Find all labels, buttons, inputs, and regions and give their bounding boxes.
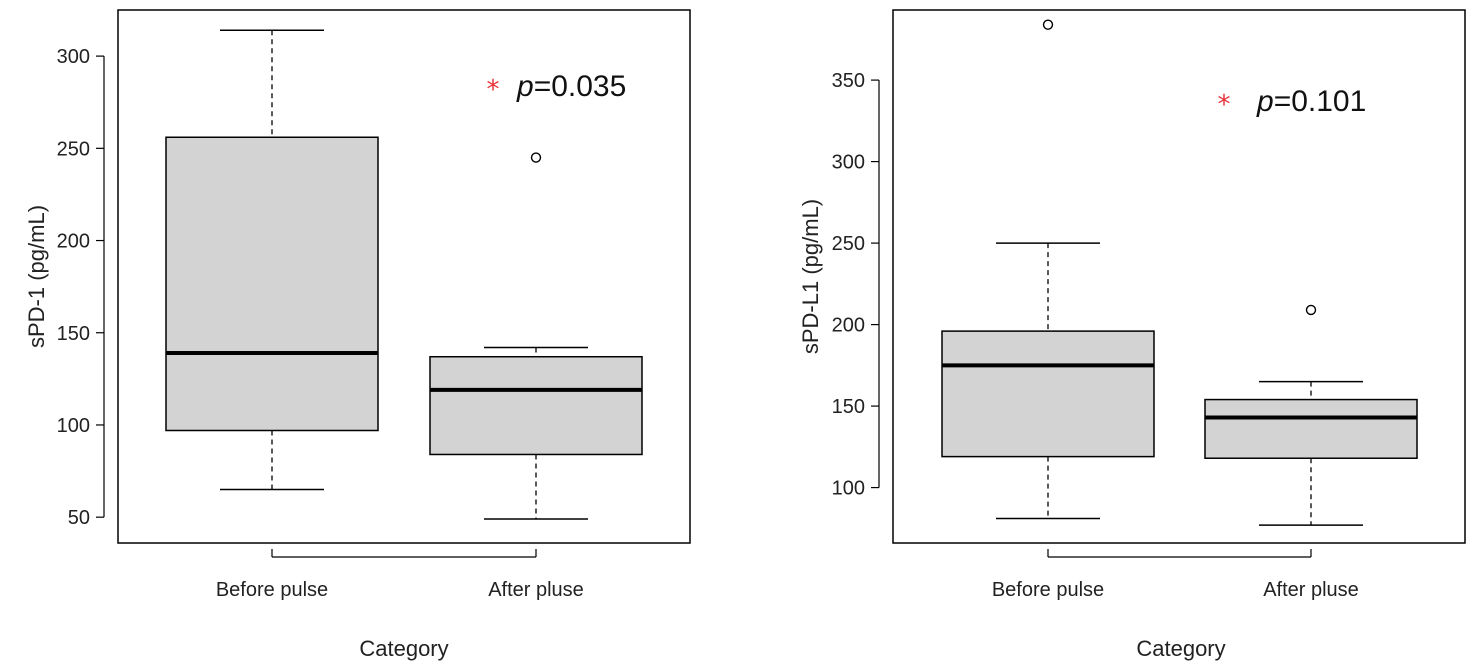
outlier-point bbox=[530, 152, 542, 163]
plot-frame bbox=[117, 9, 691, 544]
y-tick-label: 150 bbox=[57, 323, 90, 345]
p-value-number: =0.035 bbox=[534, 70, 627, 103]
y-tick-label: 300 bbox=[57, 46, 90, 68]
y-tick-label: 100 bbox=[832, 478, 865, 500]
significance-star: * bbox=[1218, 90, 1231, 120]
x-axis-title: Category bbox=[359, 636, 448, 661]
box-1 bbox=[165, 29, 379, 491]
box-2 bbox=[1204, 304, 1418, 526]
y-axis-title: sPD-1 (pg/mL) bbox=[24, 205, 49, 348]
y-tick-label: 350 bbox=[832, 70, 865, 92]
box-1 bbox=[941, 19, 1155, 520]
p-value-number: =0.101 bbox=[1274, 85, 1367, 118]
y-tick-label: 100 bbox=[57, 415, 90, 437]
y-tick-label: 250 bbox=[57, 138, 90, 160]
y-tick-label: 200 bbox=[832, 315, 865, 337]
p-value-label: p=0.101 bbox=[1256, 85, 1366, 118]
y-tick-label: 50 bbox=[68, 507, 90, 529]
p-symbol: p bbox=[516, 70, 534, 103]
x-axis-title: Category bbox=[1136, 636, 1225, 661]
p-symbol: p bbox=[1256, 85, 1274, 118]
y-tick-label: 250 bbox=[832, 233, 865, 255]
boxplot-panel-1: 50 100 150 200 250 300 Before pulse After pluse… bbox=[24, 9, 691, 661]
y-tick-label: 300 bbox=[832, 152, 865, 174]
y-tick-label: 150 bbox=[832, 396, 865, 418]
x-tick-label: After pluse bbox=[1263, 579, 1359, 601]
box-body bbox=[429, 355, 643, 456]
x-tick-label: After pluse bbox=[488, 579, 584, 601]
significance-star: * bbox=[487, 75, 500, 105]
boxplot-panel-2: 100 150 200 250 300 350 Before pulse After plus… bbox=[798, 9, 1466, 661]
outlier-point bbox=[1305, 304, 1317, 316]
y-axis-title: sPD-L1 (pg/mL) bbox=[798, 199, 823, 354]
box-body bbox=[165, 136, 379, 432]
x-tick-label: Before pulse bbox=[992, 579, 1104, 601]
box-body bbox=[1204, 398, 1418, 459]
p-value-label: p=0.035 bbox=[516, 70, 626, 103]
box-body bbox=[941, 330, 1155, 458]
outlier-point bbox=[1042, 19, 1054, 30]
plot-frame bbox=[892, 9, 1466, 544]
y-tick-label: 200 bbox=[57, 231, 90, 253]
box-2 bbox=[429, 152, 643, 520]
x-tick-label: Before pulse bbox=[216, 579, 328, 601]
